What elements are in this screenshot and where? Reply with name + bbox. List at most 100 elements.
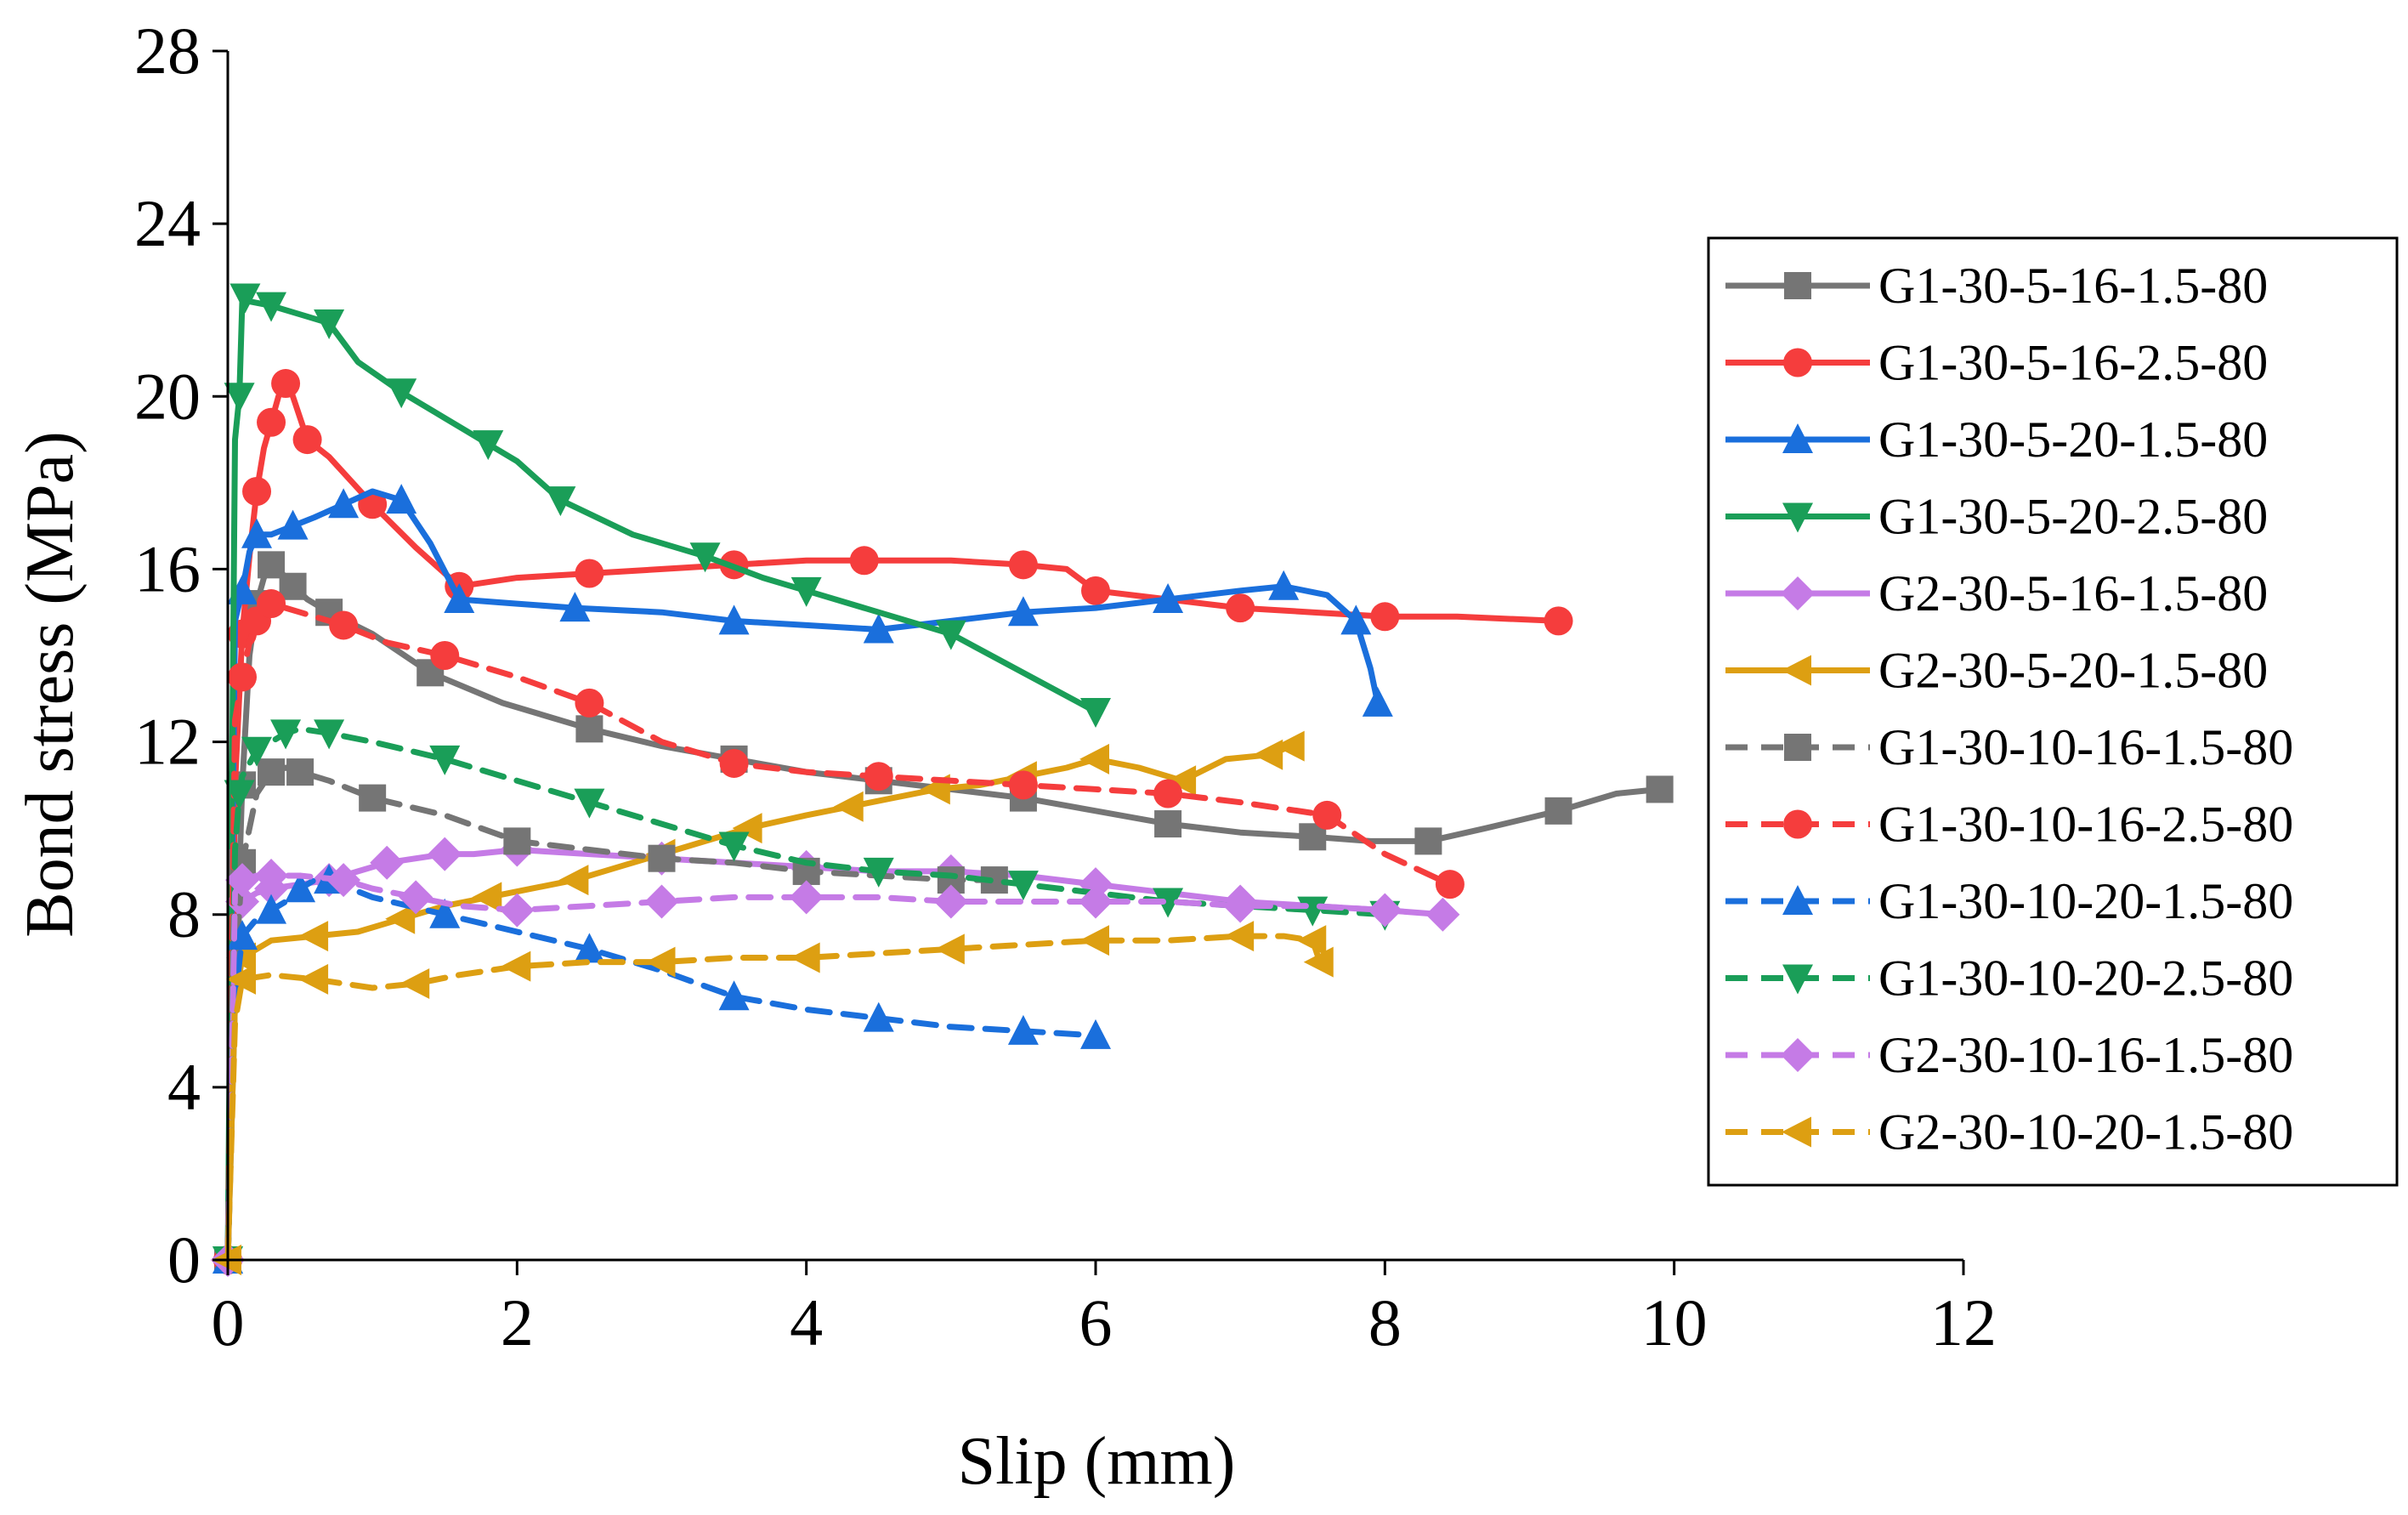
data-point [575, 559, 604, 588]
data-point [863, 1001, 894, 1032]
data-point [1080, 1019, 1111, 1049]
data-point [279, 572, 307, 600]
legend-label: G2-30-10-20-1.5-80 [1878, 1104, 2293, 1160]
legend-marker [1783, 348, 1812, 377]
data-point [227, 920, 258, 950]
data-point [545, 486, 576, 517]
data-point [1007, 871, 1039, 901]
data-point [399, 967, 430, 999]
data-point [1079, 925, 1109, 956]
data-point [574, 788, 605, 819]
data-point [849, 546, 879, 576]
legend-item: G2-30-5-20-1.5-80 [1725, 643, 2268, 699]
data-point [1081, 576, 1110, 605]
legend: G1-30-5-16-1.5-80 G1-30-5-16-2.5-80 G1-30-… [1707, 236, 2399, 1187]
data-point [428, 837, 462, 871]
data-point [501, 950, 531, 982]
series-line [224, 933, 1323, 1263]
legend-marker [1784, 272, 1811, 299]
data-point [1166, 765, 1197, 797]
data-point [1340, 604, 1372, 635]
data-point [314, 309, 345, 339]
legend-item: G1-30-5-20-1.5-80 [1725, 411, 2268, 468]
y-tick-label: 24 [134, 186, 201, 260]
legend-label: G1-30-5-16-2.5-80 [1878, 335, 2268, 391]
data-point [934, 933, 965, 965]
data-point [718, 980, 750, 1011]
data-point [228, 662, 258, 692]
data-point [833, 791, 864, 822]
data-point [1253, 739, 1283, 770]
data-point [399, 880, 433, 915]
legend-item: G2-30-5-16-1.5-80 [1725, 565, 2268, 621]
data-point [1008, 550, 1038, 580]
data-point [718, 831, 750, 862]
data-point [257, 589, 286, 619]
data-point [298, 921, 329, 952]
data-point [500, 893, 535, 928]
data-point [1544, 606, 1573, 636]
data-point [258, 758, 286, 786]
data-point [1362, 686, 1393, 717]
data-point [429, 898, 461, 928]
data-point [256, 894, 287, 924]
data-point [719, 748, 749, 778]
data-point [359, 784, 387, 812]
data-point [229, 283, 261, 314]
data-point [386, 378, 417, 409]
data-point [224, 383, 255, 413]
data-point [790, 942, 820, 973]
data-point [1646, 775, 1674, 803]
data-point [689, 542, 721, 573]
data-point [314, 719, 345, 750]
legend-label: G1-30-5-20-2.5-80 [1878, 489, 2268, 545]
data-point [385, 903, 416, 934]
y-tick-label: 0 [167, 1223, 201, 1297]
data-point [575, 688, 604, 718]
x-tick-label: 0 [212, 1285, 245, 1359]
series-G2-30-10-16-1.5-80 [211, 859, 1402, 1277]
x-tick-label: 6 [1079, 1285, 1113, 1359]
data-point [1007, 1014, 1039, 1045]
y-tick-label: 12 [134, 705, 201, 779]
data-point [559, 592, 591, 622]
data-point [1425, 897, 1460, 932]
data-point [329, 610, 359, 640]
data-point [933, 884, 968, 919]
data-point [1274, 730, 1305, 762]
legend-item: G1-30-5-20-2.5-80 [1725, 489, 2268, 545]
legend-marker [1783, 809, 1812, 839]
data-point [864, 762, 893, 792]
data-point [789, 880, 824, 915]
y-tick-label: 16 [134, 531, 201, 605]
data-point [574, 933, 605, 963]
data-point [472, 882, 502, 913]
legend-label: G1-30-10-20-1.5-80 [1878, 873, 2293, 929]
y-tick-label: 4 [167, 1050, 201, 1124]
data-point [326, 863, 361, 898]
data-point [1544, 797, 1572, 825]
data-point [790, 576, 822, 607]
data-point [1435, 870, 1465, 899]
data-point [1223, 888, 1258, 923]
legend-marker [1781, 1038, 1815, 1072]
data-point [298, 963, 329, 995]
data-point [473, 430, 504, 461]
legend-marker [1782, 423, 1813, 453]
legend-item: G2-30-10-20-1.5-80 [1725, 1104, 2293, 1160]
data-point [863, 857, 894, 888]
data-point [935, 620, 966, 650]
data-point [292, 425, 322, 455]
data-point [1079, 884, 1113, 919]
series-G1-30-10-16-1.5-80 [214, 758, 1008, 1274]
legend-label: G2-30-10-16-1.5-80 [1878, 1027, 2293, 1083]
legend-marker [1782, 655, 1811, 686]
data-point [1224, 921, 1255, 952]
data-point [270, 719, 302, 750]
legend-marker [1782, 885, 1813, 915]
data-point [648, 844, 676, 872]
series-G1-30-10-20-1.5-80 [212, 864, 1111, 1274]
data-point [444, 582, 475, 613]
data-point [277, 509, 309, 540]
